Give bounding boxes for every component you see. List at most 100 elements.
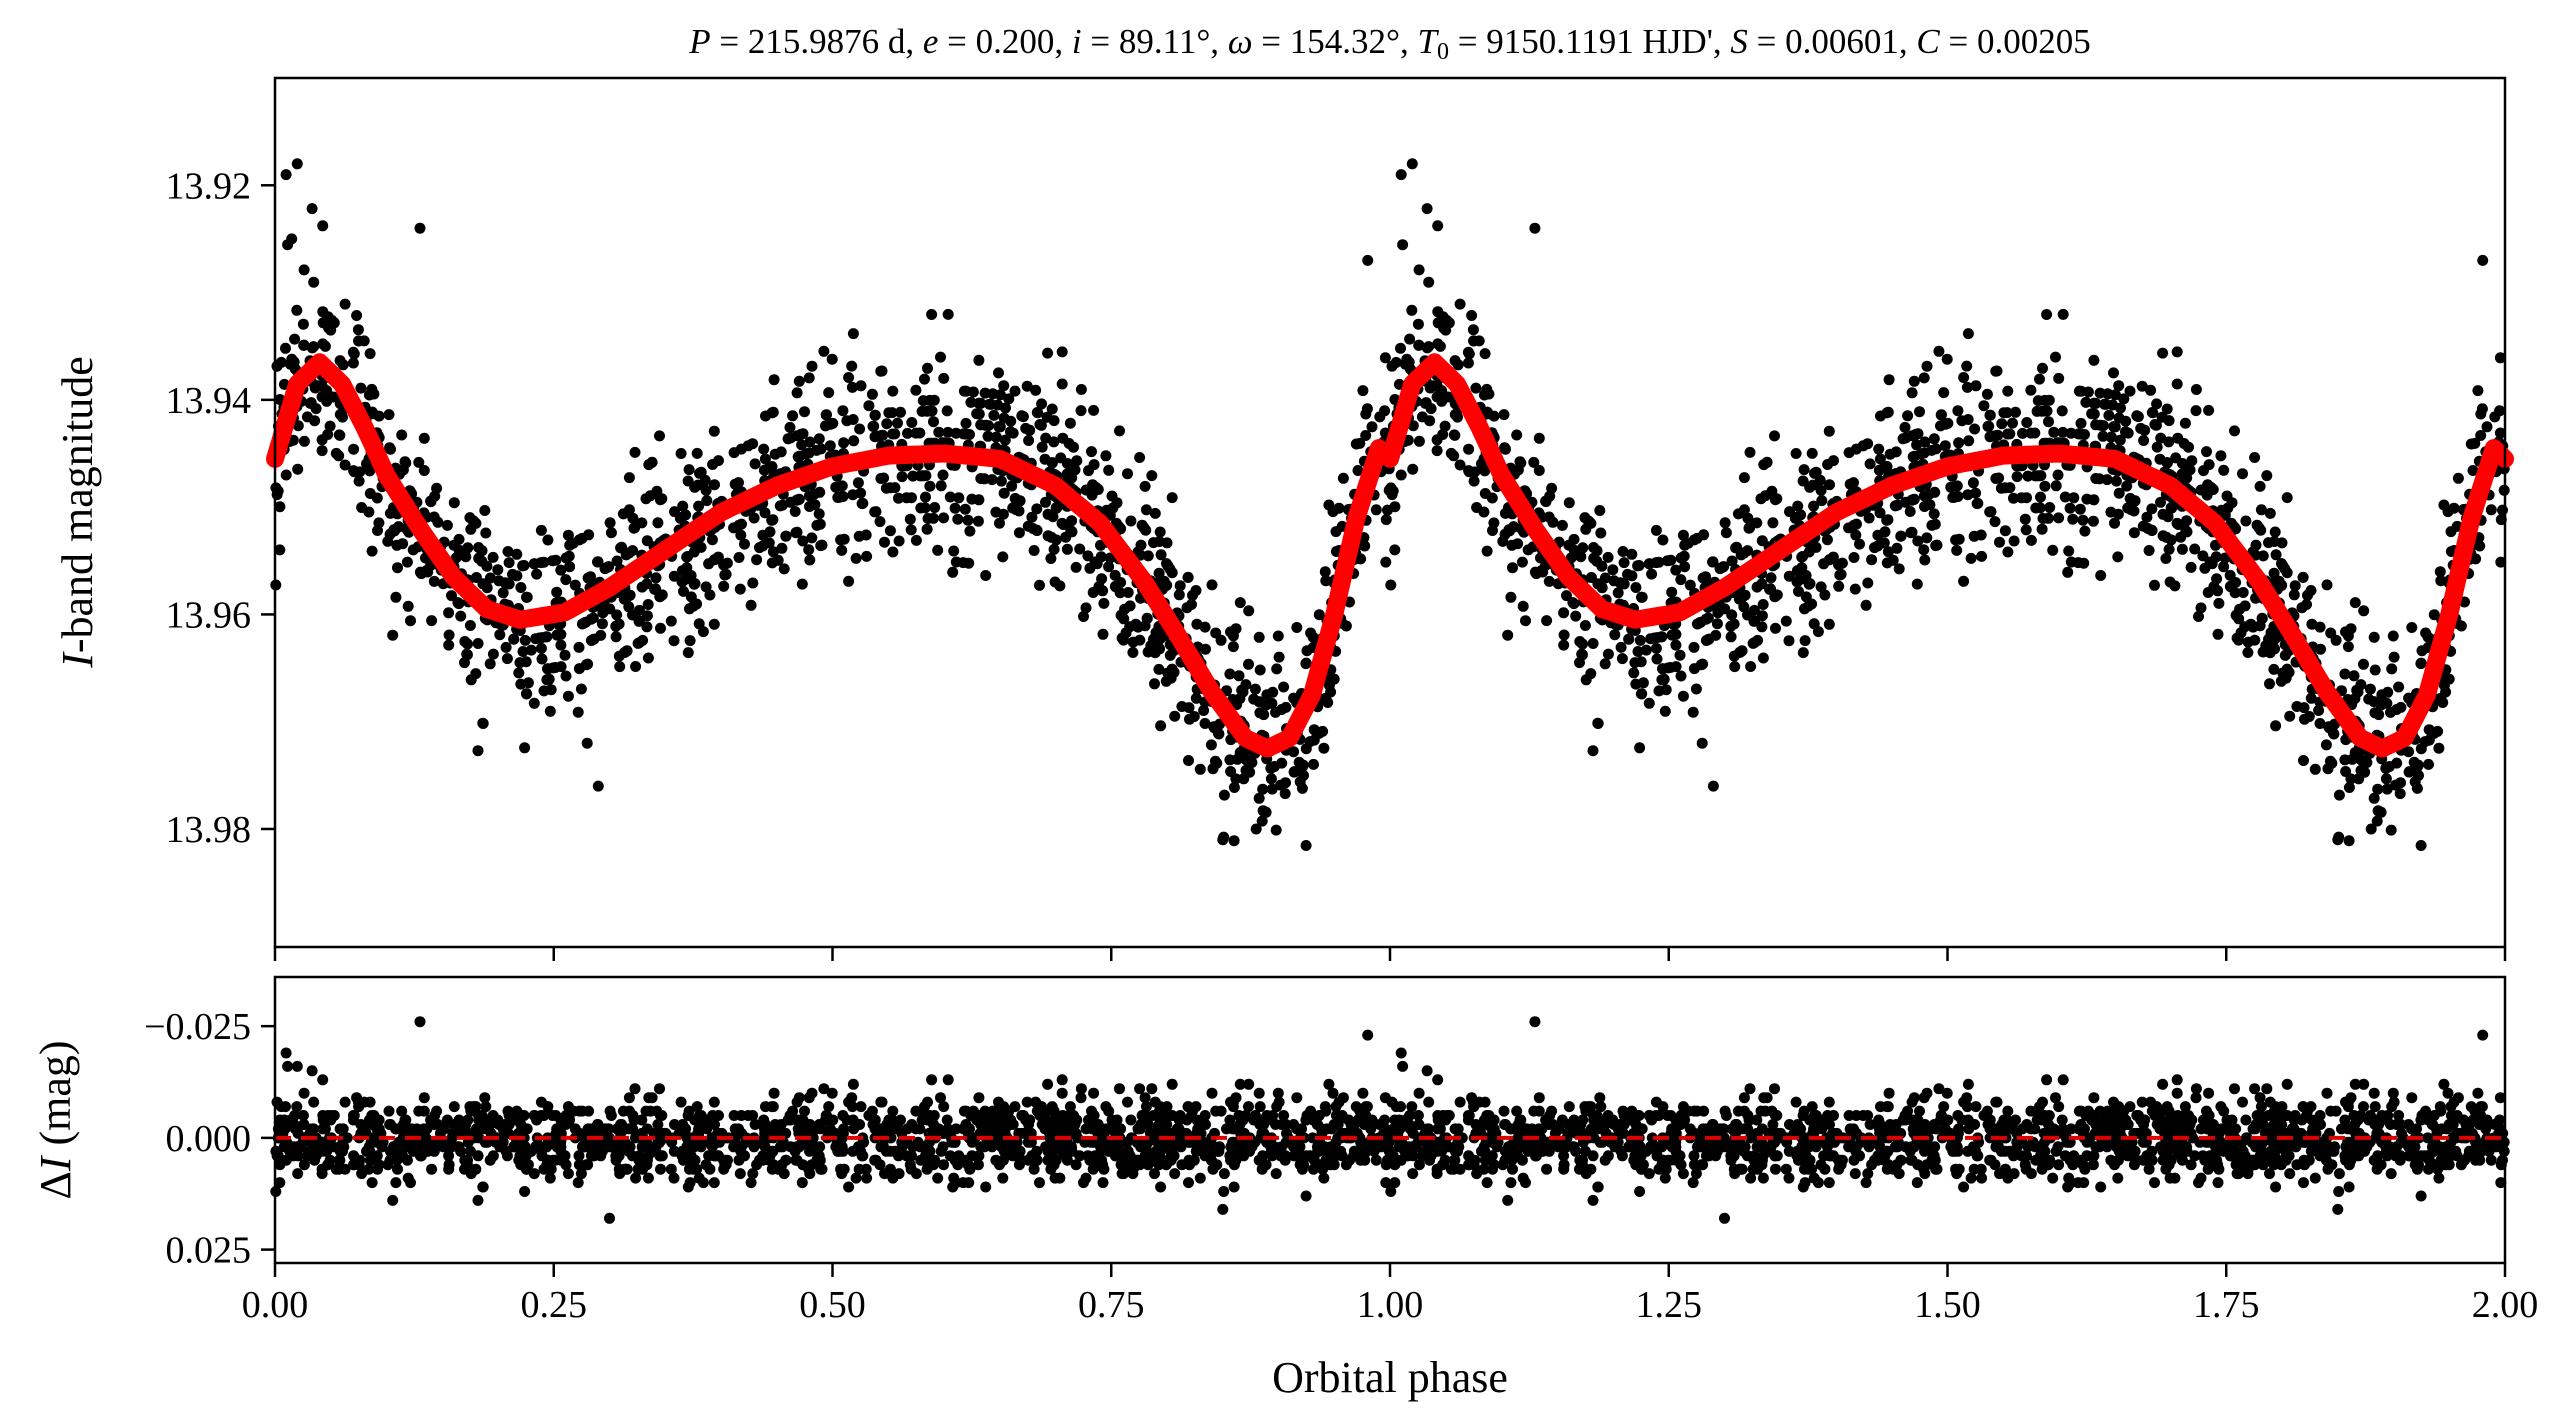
data-point <box>1618 557 1630 569</box>
data-point <box>2276 558 2287 570</box>
data-point <box>2388 651 2400 663</box>
data-point <box>401 556 413 568</box>
data-point <box>428 575 440 587</box>
residual-point <box>1965 1172 1977 1184</box>
data-point <box>292 463 304 475</box>
residual-point <box>1963 1123 1975 1135</box>
data-point <box>796 578 808 590</box>
data-point <box>1479 348 1491 360</box>
data-point <box>2247 621 2259 633</box>
data-point <box>2151 441 2163 453</box>
residual-point <box>582 1159 594 1171</box>
data-point <box>1792 575 1804 587</box>
data-point <box>791 494 803 506</box>
data-point <box>2268 567 2280 579</box>
residual-point <box>1028 1163 1040 1175</box>
data-point <box>2052 469 2064 481</box>
data-point <box>2212 585 2224 597</box>
data-point <box>1697 658 1709 670</box>
data-point <box>2079 525 2091 537</box>
data-point <box>387 629 399 641</box>
data-point <box>2269 526 2281 538</box>
data-point <box>910 427 922 439</box>
data-point <box>1091 558 1103 570</box>
data-point <box>310 403 322 415</box>
residual-point <box>1488 1159 1500 1171</box>
data-point <box>1616 653 1628 665</box>
data-point <box>1921 360 1933 372</box>
data-point <box>636 581 648 593</box>
residual-point <box>1184 1159 1195 1171</box>
data-point <box>1670 564 1682 576</box>
data-point <box>1245 756 1257 768</box>
data-point <box>678 585 689 597</box>
data-point <box>1599 572 1611 584</box>
data-point <box>467 515 479 527</box>
residual-point <box>848 1123 860 1135</box>
data-point <box>1153 567 1165 579</box>
residual-point <box>980 1181 992 1193</box>
data-point <box>1735 646 1747 658</box>
data-point <box>1833 559 1845 571</box>
data-point <box>935 480 947 492</box>
data-point <box>684 635 696 647</box>
data-point <box>1208 722 1220 734</box>
data-point <box>2242 636 2254 648</box>
data-point <box>2326 757 2338 769</box>
data-point <box>298 435 310 447</box>
data-point <box>2011 471 2023 483</box>
data-point <box>759 453 771 465</box>
data-point <box>297 318 309 330</box>
data-point <box>830 481 842 493</box>
data-point <box>1670 639 1682 651</box>
data-point <box>2110 475 2122 487</box>
data-point <box>2476 403 2488 415</box>
data-point <box>544 705 556 717</box>
residual-point <box>1153 1159 1165 1171</box>
data-point <box>847 414 859 425</box>
data-point <box>1674 649 1686 661</box>
residual-point <box>1413 1159 1425 1171</box>
data-point <box>1540 496 1552 508</box>
data-point <box>1693 617 1705 629</box>
data-point <box>2124 385 2136 397</box>
data-point <box>555 639 567 651</box>
residual-point <box>2261 1083 2273 1095</box>
residual-point <box>1900 1114 1912 1126</box>
data-point <box>291 304 303 316</box>
data-point <box>768 374 780 386</box>
data-point <box>1698 529 1710 541</box>
data-point <box>528 697 540 709</box>
data-point <box>1963 435 1975 447</box>
data-point <box>2268 536 2280 547</box>
residual-point <box>387 1194 399 1206</box>
data-point <box>541 631 553 643</box>
data-point <box>1468 475 1480 487</box>
data-point <box>1379 352 1391 364</box>
data-point <box>910 534 922 546</box>
residual-point <box>2109 1105 2121 1117</box>
residual-point <box>2422 1132 2434 1144</box>
data-point <box>298 264 310 276</box>
data-point <box>547 555 559 567</box>
residual-point <box>567 1105 579 1117</box>
data-point <box>1074 543 1086 555</box>
data-point <box>2289 580 2301 592</box>
data-point <box>2381 783 2393 795</box>
data-point <box>1086 446 1097 458</box>
data-point <box>919 502 931 514</box>
data-point <box>2120 415 2132 427</box>
data-point <box>1906 526 1918 538</box>
data-point <box>1902 410 1914 422</box>
data-point <box>1166 492 1178 504</box>
residual-point <box>271 1096 283 1108</box>
data-point <box>987 388 999 400</box>
data-point <box>734 583 746 595</box>
data-point <box>628 522 640 534</box>
data-point <box>497 587 509 599</box>
data-point <box>767 546 779 558</box>
data-point <box>1748 604 1760 616</box>
residual-point <box>1173 1114 1185 1126</box>
data-point <box>418 465 430 476</box>
data-point <box>479 505 491 516</box>
